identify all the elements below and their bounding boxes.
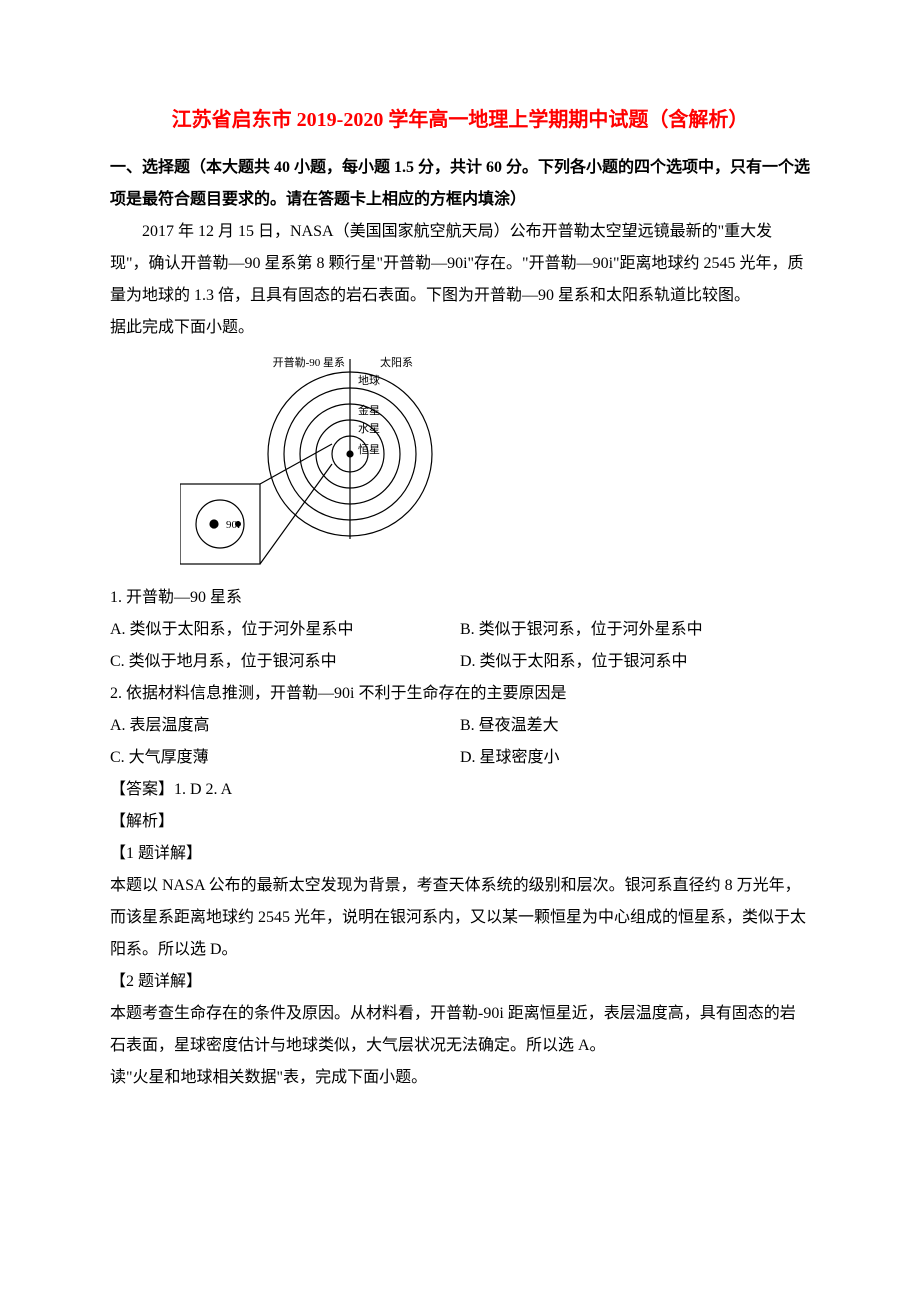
- passage-1: 2017 年 12 月 15 日，NASA（美国国家航空航天局）公布开普勒太空望…: [110, 216, 810, 312]
- label-earth: 地球: [358, 373, 380, 387]
- exam-page: 江苏省启东市 2019-2020 学年高一地理上学期期中试题（含解析） 一、选择…: [0, 0, 920, 1154]
- q2-option-c: C. 大气厚度薄: [110, 742, 460, 774]
- q2-row1: A. 表层温度高 B. 昼夜温差大: [110, 710, 810, 742]
- passage-1-tail: 据此完成下面小题。: [110, 312, 810, 344]
- q1-row1: A. 类似于太阳系，位于河外星系中 B. 类似于银河系，位于河外星系中: [110, 614, 810, 646]
- label-90i: 90i: [226, 519, 240, 531]
- label-solar: 太阳系: [380, 356, 413, 369]
- q1-option-d: D. 类似于太阳系，位于银河系中: [460, 646, 810, 678]
- analysis-label: 【解析】: [110, 806, 810, 838]
- q2-option-a: A. 表层温度高: [110, 710, 460, 742]
- q1-option-a: A. 类似于太阳系，位于河外星系中: [110, 614, 460, 646]
- page-title: 江苏省启东市 2019-2020 学年高一地理上学期期中试题（含解析）: [110, 100, 810, 140]
- q2-row2: C. 大气厚度薄 D. 星球密度小: [110, 742, 810, 774]
- label-mercury: 水星: [358, 422, 380, 435]
- next-passage: 读"火星和地球相关数据"表，完成下面小题。: [110, 1062, 810, 1094]
- q2-option-d: D. 星球密度小: [460, 742, 810, 774]
- orbit-diagram: 开普勒-90 星系 太阳系 地球 金星 水星 恒星 90i: [180, 354, 460, 574]
- q2-stem: 2. 依据材料信息推测，开普勒—90i 不利于生命存在的主要原因是: [110, 678, 810, 710]
- label-venus: 金星: [358, 403, 380, 417]
- explain-2-text: 本题考查生命存在的条件及原因。从材料看，开普勒-90i 距离恒星近，表层温度高，…: [110, 998, 810, 1062]
- q1-option-b: B. 类似于银河系，位于河外星系中: [460, 614, 810, 646]
- explain-1-label: 【1 题详解】: [110, 838, 810, 870]
- q1-stem: 1. 开普勒—90 星系: [110, 582, 810, 614]
- label-star: 恒星: [358, 443, 380, 456]
- q2-option-b: B. 昼夜温差大: [460, 710, 810, 742]
- answer-line: 【答案】1. D 2. A: [110, 774, 810, 806]
- q1-option-c: C. 类似于地月系，位于银河系中: [110, 646, 460, 678]
- q1-row2: C. 类似于地月系，位于银河系中 D. 类似于太阳系，位于银河系中: [110, 646, 810, 678]
- explain-1-text: 本题以 NASA 公布的最新太空发现为背景，考查天体系统的级别和层次。银河系直径…: [110, 870, 810, 966]
- explain-2-label: 【2 题详解】: [110, 966, 810, 998]
- section-header: 一、选择题（本大题共 40 小题，每小题 1.5 分，共计 60 分。下列各小题…: [110, 152, 810, 216]
- orbit-svg: 开普勒-90 星系 太阳系 地球 金星 水星 恒星 90i: [180, 354, 460, 574]
- label-kepler: 开普勒-90 星系: [273, 355, 345, 369]
